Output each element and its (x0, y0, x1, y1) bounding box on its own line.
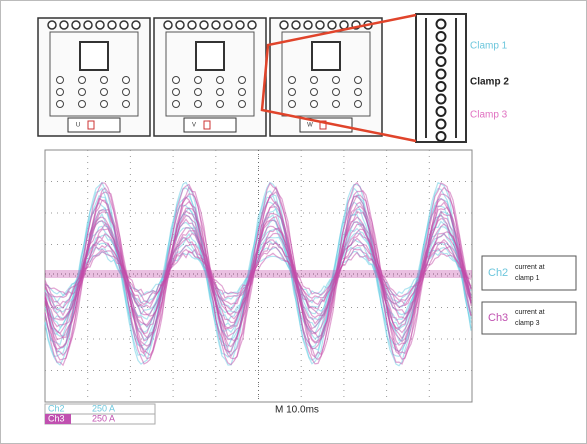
terminal (96, 21, 104, 29)
clamp-bolt (437, 95, 446, 104)
pin (311, 77, 318, 84)
terminal (236, 21, 244, 29)
clamp-bolt (437, 70, 446, 79)
legend-text: clamp 3 (515, 320, 540, 327)
terminal (108, 21, 116, 29)
pin (57, 89, 64, 96)
module-core (312, 42, 340, 70)
pin (101, 77, 108, 84)
clamp-bolt (437, 107, 446, 116)
readout-value: 250 A (92, 413, 115, 423)
pin (101, 101, 108, 108)
pin (311, 101, 318, 108)
baseline-noise (45, 270, 472, 278)
legend-channel: Ch2 (488, 267, 508, 279)
pin (289, 77, 296, 84)
terminal (328, 21, 336, 29)
terminal (292, 21, 300, 29)
pin (79, 77, 86, 84)
module-label: U (76, 123, 80, 129)
pin (79, 101, 86, 108)
terminal (316, 21, 324, 29)
terminal (224, 21, 232, 29)
legend-channel: Ch3 (488, 312, 508, 324)
pin (217, 89, 224, 96)
terminal (188, 21, 196, 29)
pin (355, 89, 362, 96)
clamp-bolt (437, 57, 446, 66)
terminal (212, 21, 220, 29)
pin (195, 101, 202, 108)
readout-channel: Ch2 (48, 403, 65, 413)
clamp-label: Clamp 1 (470, 41, 508, 52)
modules: U V W (38, 18, 382, 136)
pin (173, 101, 180, 108)
pin (289, 89, 296, 96)
legend-text: current at (515, 264, 545, 271)
pin (333, 89, 340, 96)
readout-value: 250 A (92, 403, 115, 413)
clamp-label: Clamp 2 (470, 77, 509, 88)
terminal (72, 21, 80, 29)
legend-text: clamp 1 (515, 275, 540, 282)
terminal (164, 21, 172, 29)
pin (355, 101, 362, 108)
pin (217, 77, 224, 84)
pin (311, 89, 318, 96)
terminal (248, 21, 256, 29)
module-label: V (192, 123, 196, 129)
pin (57, 101, 64, 108)
pin (239, 101, 246, 108)
module-core (80, 42, 108, 70)
clamp-bolt (437, 32, 446, 41)
terminal (200, 21, 208, 29)
readout-channel: Ch3 (48, 413, 65, 423)
pin (333, 77, 340, 84)
pin (57, 77, 64, 84)
legend-text: current at (515, 309, 545, 316)
terminal (176, 21, 184, 29)
pin (239, 77, 246, 84)
terminal (120, 21, 128, 29)
pin (333, 101, 340, 108)
pin (217, 101, 224, 108)
clamp-bolt (437, 82, 446, 91)
pin (355, 77, 362, 84)
pin (123, 89, 130, 96)
pin (79, 89, 86, 96)
pin (289, 101, 296, 108)
module-core (196, 42, 224, 70)
pin (239, 89, 246, 96)
pin (173, 77, 180, 84)
pin (195, 77, 202, 84)
clamp-bolt (437, 45, 446, 54)
clamp-label: Clamp 3 (470, 110, 508, 121)
pin (173, 89, 180, 96)
terminal (60, 21, 68, 29)
timebase: M 10.0ms (275, 405, 319, 416)
clamp-bolt (437, 132, 446, 141)
pin (123, 77, 130, 84)
clamp-bolt (437, 20, 446, 29)
pin (195, 89, 202, 96)
terminal (84, 21, 92, 29)
figure: U V W Clamp 1 Clamp 2 Clamp 3 Ch2 current … (0, 0, 587, 444)
pin (123, 101, 130, 108)
clamp-bolt (437, 120, 446, 129)
terminal (48, 21, 56, 29)
terminal (280, 21, 288, 29)
terminal (132, 21, 140, 29)
module-label: W (307, 123, 313, 129)
terminal (304, 21, 312, 29)
pin (101, 89, 108, 96)
